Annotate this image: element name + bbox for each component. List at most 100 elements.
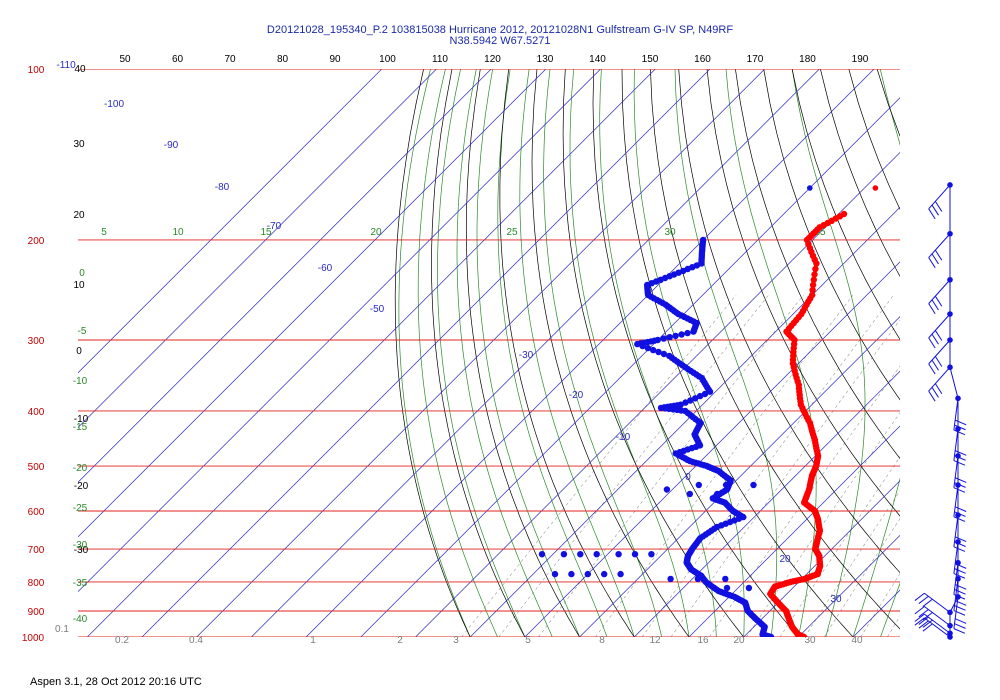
- pressure-tick-label: 600: [28, 507, 45, 518]
- dry-adiabat-line: [791, 69, 900, 341]
- mixing-ratio-line: [595, 294, 854, 637]
- moist-adiabat-line: [880, 582, 900, 637]
- mixing-ratio-label: 0.2: [115, 635, 129, 646]
- dewpoint-point: [722, 481, 730, 489]
- moist-adiabat-line: [398, 69, 471, 637]
- wind-barb-feather: [934, 356, 943, 367]
- wind-barb-feather: [954, 618, 967, 624]
- mixing-ratio-line: [887, 615, 900, 637]
- isotherm-label: -100: [104, 99, 124, 110]
- dewpoint-point: [593, 551, 600, 558]
- wind-barb-feather: [931, 333, 939, 345]
- dry-adiabat-line: [394, 69, 471, 637]
- dewpoint-point: [679, 362, 686, 369]
- dry-adiabat-line: [934, 69, 1000, 637]
- mixing-ratio-label: 40: [851, 635, 863, 646]
- temperature-point: [790, 335, 797, 342]
- wind-barb-feather: [931, 204, 939, 216]
- temperature-point: [810, 434, 818, 441]
- dewpoint-point: [663, 486, 671, 493]
- isotherm-label: -20: [569, 390, 584, 401]
- wind-barb-feather: [953, 460, 966, 466]
- wind-barb-feather: [928, 363, 936, 375]
- pressure-tick-label: 200: [28, 236, 45, 247]
- top-axis-tick-label: 170: [747, 54, 764, 65]
- moist-adiabat-line: [725, 69, 817, 637]
- dry-adiabat-line: [706, 69, 900, 517]
- dewpoint-point: [538, 551, 546, 558]
- top-axis-tick-label: 160: [694, 54, 711, 65]
- isotherm-line: [852, 589, 900, 637]
- top-axis-tick-label: 60: [172, 54, 184, 65]
- adiabat-label: 40: [74, 64, 86, 75]
- dewpoint-point: [666, 334, 673, 341]
- top-axis-tick-label: 90: [329, 54, 341, 65]
- dewpoint-point: [684, 456, 691, 463]
- wind-barb-feather: [928, 257, 936, 268]
- mixing-ratio-line: [709, 365, 900, 637]
- pressure-tick-label: 800: [28, 578, 45, 589]
- isotherm-line: [524, 261, 900, 637]
- dewpoint-point: [672, 332, 679, 340]
- isotherm-line: [963, 69, 1000, 637]
- dewpoint-point: [631, 551, 639, 558]
- dewpoint-point: [617, 570, 624, 578]
- isotherm-line: [579, 316, 900, 637]
- wind-barb-feather: [953, 516, 966, 522]
- mixing-ratio-label: 12: [649, 635, 661, 646]
- dry-adiabat-line: [562, 69, 744, 637]
- wind-barb-feather: [922, 619, 933, 628]
- mixing-ratio-label: 5: [525, 635, 531, 646]
- isotherm-line: [469, 206, 900, 637]
- wind-barb-feather: [953, 628, 966, 634]
- pressure-tick-label: 100: [28, 65, 45, 76]
- wind-barb-feather: [931, 253, 939, 265]
- isotherm-label: -50: [370, 304, 385, 315]
- wind-barb-staff: [953, 515, 959, 547]
- dewpoint-point: [577, 551, 584, 558]
- mixing-ratio-label: 1: [310, 635, 316, 646]
- moist-adiabat-label: 5: [101, 227, 107, 238]
- mixing-ratio-line: [538, 294, 804, 637]
- moist-adiabat-label: 0: [79, 268, 85, 279]
- dewpoint-point: [551, 570, 559, 578]
- mixing-ratio-label: 3: [453, 635, 459, 646]
- isotherm-label: -10: [616, 432, 631, 443]
- isotherm-label: -90: [164, 140, 179, 151]
- moist-adiabat-label: -40: [73, 614, 88, 625]
- top-axis-tick-label: 100: [379, 54, 396, 65]
- wind-barb-feather: [953, 487, 966, 493]
- mixing-ratio-line: [823, 518, 900, 637]
- temperature-point: [820, 222, 827, 229]
- wind-barb-feather: [934, 330, 943, 341]
- temperature-point: [809, 286, 816, 294]
- pressure-tick-label: 1000: [22, 633, 45, 644]
- dry-adiabat-line: [592, 69, 799, 637]
- pressure-tick-label: 300: [28, 336, 45, 347]
- dewpoint-point: [695, 481, 702, 489]
- pressure-tick-label: 400: [28, 407, 45, 418]
- moist-adiabat-label: 35: [814, 227, 826, 238]
- adiabat-label: -20: [74, 481, 89, 492]
- dewpoint-point: [686, 490, 693, 498]
- mixing-ratio-label: 0.4: [189, 635, 203, 646]
- wind-profile-line: [949, 596, 959, 613]
- wind-barb-staff: [924, 613, 951, 634]
- wind-barb-staff: [928, 233, 951, 258]
- dewpoint-point: [667, 575, 674, 583]
- top-axis-tick-label: 130: [537, 54, 554, 65]
- dewpoint-point: [660, 350, 668, 358]
- isotherm-line: [78, 69, 383, 374]
- temperature-point: [809, 281, 817, 289]
- isotherm-line: [798, 534, 900, 637]
- temperature-point: [789, 578, 797, 585]
- dewpoint-point: [699, 533, 707, 540]
- mixing-ratio-label: 2: [397, 635, 403, 646]
- moist-adiabat-label: -5: [78, 326, 87, 337]
- moist-adiabat-label: 30: [664, 227, 676, 238]
- temperature-point: [797, 398, 804, 405]
- dewpoint-point: [696, 392, 704, 400]
- dewpoint-point: [659, 299, 666, 307]
- moist-adiabat-line: [476, 69, 580, 637]
